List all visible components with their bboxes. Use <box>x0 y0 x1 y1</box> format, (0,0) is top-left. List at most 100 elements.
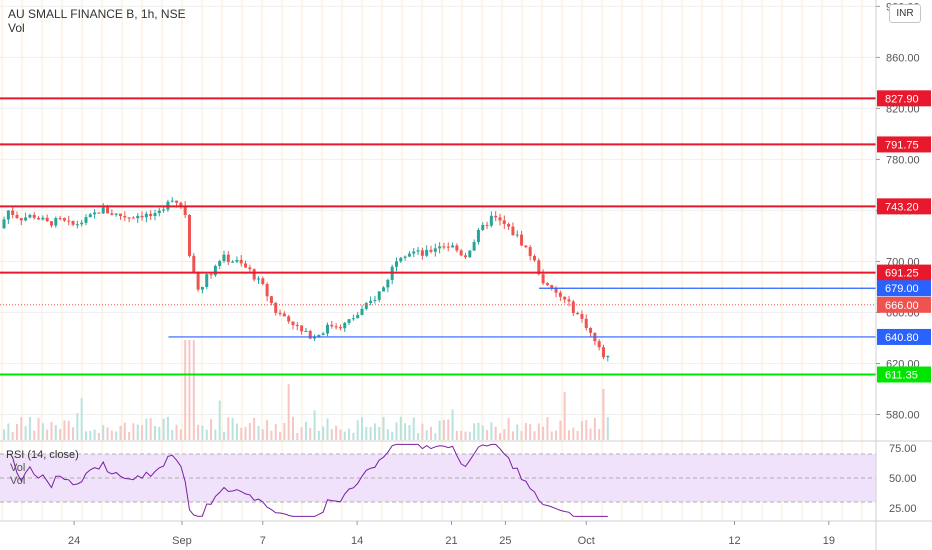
volume-bar <box>145 418 148 440</box>
volume-bar <box>115 431 118 440</box>
price-badge <box>877 198 931 215</box>
rsi-label[interactable]: RSI (14, close) <box>6 449 79 461</box>
candle-body <box>192 255 196 273</box>
candle-body <box>183 205 187 215</box>
candle-body <box>265 283 269 297</box>
volume-bar <box>559 420 562 440</box>
time-tick-label: 21 <box>445 535 457 547</box>
volume-bar <box>434 433 437 440</box>
volume-bar <box>533 431 536 440</box>
volume-bar <box>128 431 131 440</box>
volume-bar <box>192 340 195 440</box>
volume-bar <box>46 429 49 440</box>
volume-bar <box>141 425 144 440</box>
volume-bar <box>210 419 213 440</box>
price-badge-label: 679.00 <box>885 283 919 295</box>
volume-bar <box>24 426 27 440</box>
candle-body <box>157 210 161 214</box>
volume-bar <box>166 416 169 440</box>
volume-bar <box>93 429 96 440</box>
candle-body <box>476 229 480 243</box>
candle-body <box>601 347 605 358</box>
chart-title[interactable]: AU SMALL FINANCE B, 1h, NSE <box>8 7 186 21</box>
volume-bar <box>339 429 342 440</box>
volume-bar <box>84 431 87 440</box>
volume-bar <box>429 426 432 440</box>
candle-body <box>97 212 101 214</box>
volume-bar <box>257 425 260 440</box>
volume-bar <box>550 431 553 440</box>
price-badge <box>877 366 931 383</box>
candle-body <box>317 334 321 338</box>
volume-bar <box>317 430 320 440</box>
candle-body <box>75 224 79 226</box>
candle-body <box>364 303 368 309</box>
price-badges: 827.90 791.75 743.20 691.25 679.00 640.80 611.… <box>877 90 931 383</box>
candle-body <box>537 260 541 275</box>
candle-body <box>71 220 75 225</box>
volume-bar <box>63 420 66 440</box>
volume-bar <box>567 430 570 440</box>
volume-bar <box>287 384 290 440</box>
candle-body <box>520 234 524 246</box>
rsi-tick-label: 50.00 <box>889 473 917 485</box>
candle-body <box>244 263 248 268</box>
candle-body <box>545 283 549 286</box>
currency-badge[interactable]: INR <box>889 4 921 23</box>
volume-bar <box>136 424 139 440</box>
candle-body <box>567 299 571 302</box>
volume-bars <box>3 340 609 440</box>
candle-body <box>304 330 308 332</box>
volume-bar <box>516 424 519 440</box>
candle-body <box>377 291 381 300</box>
volume-bar <box>477 422 480 440</box>
horizontal-levels[interactable] <box>0 97 876 376</box>
volume-bar <box>188 340 191 440</box>
candle-body <box>446 246 450 248</box>
volume-bar <box>304 421 307 440</box>
volume-bar <box>300 427 303 440</box>
volume-bar <box>524 422 527 440</box>
candle-body <box>597 341 601 348</box>
volume-bar <box>153 425 156 440</box>
volume-bar <box>537 423 540 440</box>
volume-bar <box>158 426 161 440</box>
candle-body <box>170 200 174 202</box>
volume-bar <box>59 428 62 440</box>
volume-bar <box>563 392 566 440</box>
candle-body <box>187 214 191 256</box>
candle-body <box>330 324 334 327</box>
candle-body <box>485 224 489 226</box>
volume-bar <box>421 423 424 440</box>
candle-body <box>580 314 584 319</box>
candle-body <box>347 319 351 323</box>
volume-bar <box>119 425 122 440</box>
candle-body <box>41 217 45 220</box>
time-axis[interactable]: 24 Sep 7 14 21 25 Oct 12 19 <box>68 521 835 547</box>
candle-body <box>24 217 28 221</box>
candle-body <box>231 261 235 263</box>
candle-body <box>175 200 179 203</box>
candle-body <box>80 222 84 225</box>
candle-body <box>205 274 209 288</box>
volume-bar <box>240 427 243 440</box>
volume-bar <box>520 431 523 440</box>
candle-body <box>360 308 364 315</box>
candle-body <box>252 269 256 280</box>
price-tick-label: 820.00 <box>886 103 920 115</box>
volume-bar <box>7 423 10 440</box>
volume-bar <box>378 426 381 440</box>
volume-bar <box>404 423 407 440</box>
candle-body <box>420 250 424 256</box>
volume-bar <box>197 424 200 440</box>
volume-legend-label: Vol <box>8 21 25 35</box>
volume-bar <box>606 417 609 440</box>
candle-body <box>455 245 459 251</box>
volume-bar <box>576 430 579 440</box>
volume-bar <box>261 429 264 440</box>
volume-bar <box>231 417 234 440</box>
candle-body <box>433 248 437 252</box>
volume-bar <box>72 427 75 440</box>
candle-body <box>256 278 260 280</box>
candle-body <box>45 217 49 222</box>
